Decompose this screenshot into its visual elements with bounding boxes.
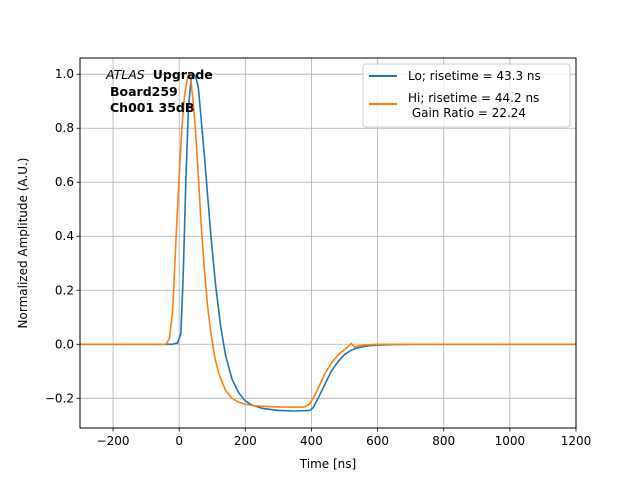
x-tick-label: 600 (366, 434, 389, 448)
annotation-line-1: ATLAS Upgrade (105, 67, 213, 82)
y-tick-label: 0.6 (55, 175, 74, 189)
annotation-board: Board259 (110, 84, 178, 99)
y-axis-label: Normalized Amplitude (A.U.) (16, 158, 30, 329)
legend-entry-hi: Hi; risetime = 44.2 ns Gain Ratio = 22.2… (408, 91, 539, 120)
x-tick-label: 200 (234, 434, 257, 448)
plot-frame (79, 57, 577, 429)
ticks: −200 0 200 400 600 800 1000 1200 −0.2 0.0 0.2 0.4 0.… (45, 67, 591, 448)
series-line-hi (80, 73, 576, 409)
x-axis-label: Time [ns] (299, 457, 356, 471)
legend: Lo; risetime = 43.3 ns Hi; risetime = 44… (362, 63, 571, 128)
legend-text-line: Gain Ratio = 22.24 (408, 106, 526, 120)
atlas-annotation: ATLAS Upgrade Board259 Ch001 35dB (105, 67, 213, 115)
x-tick-label: 1000 (495, 434, 526, 448)
legend-box (362, 63, 571, 128)
legend-text-line: Lo; risetime = 43.3 ns (408, 69, 541, 83)
series-layer (80, 73, 576, 412)
y-tick-label: 0.2 (55, 283, 74, 297)
x-tick-label: 400 (300, 434, 323, 448)
x-tick-label: 800 (432, 434, 455, 448)
annotation-channel: Ch001 35dB (110, 100, 194, 115)
x-tick-label: 0 (175, 434, 183, 448)
x-tick-label: −200 (97, 434, 130, 448)
series-line-lo (80, 73, 576, 412)
annotation-atlas: ATLAS (105, 67, 145, 82)
y-tick-label: 1.0 (55, 67, 74, 81)
y-tick-label: 0.4 (55, 229, 74, 243)
annotation-upgrade: Upgrade (153, 67, 213, 82)
legend-entry-lo: Lo; risetime = 43.3 ns (408, 69, 541, 83)
y-tick-label: 0.8 (55, 121, 74, 135)
y-tick-label: −0.2 (45, 391, 74, 405)
x-tick-label: 1200 (561, 434, 592, 448)
legend-text-line: Hi; risetime = 44.2 ns (408, 91, 539, 105)
y-tick-label: 0.0 (55, 337, 74, 351)
